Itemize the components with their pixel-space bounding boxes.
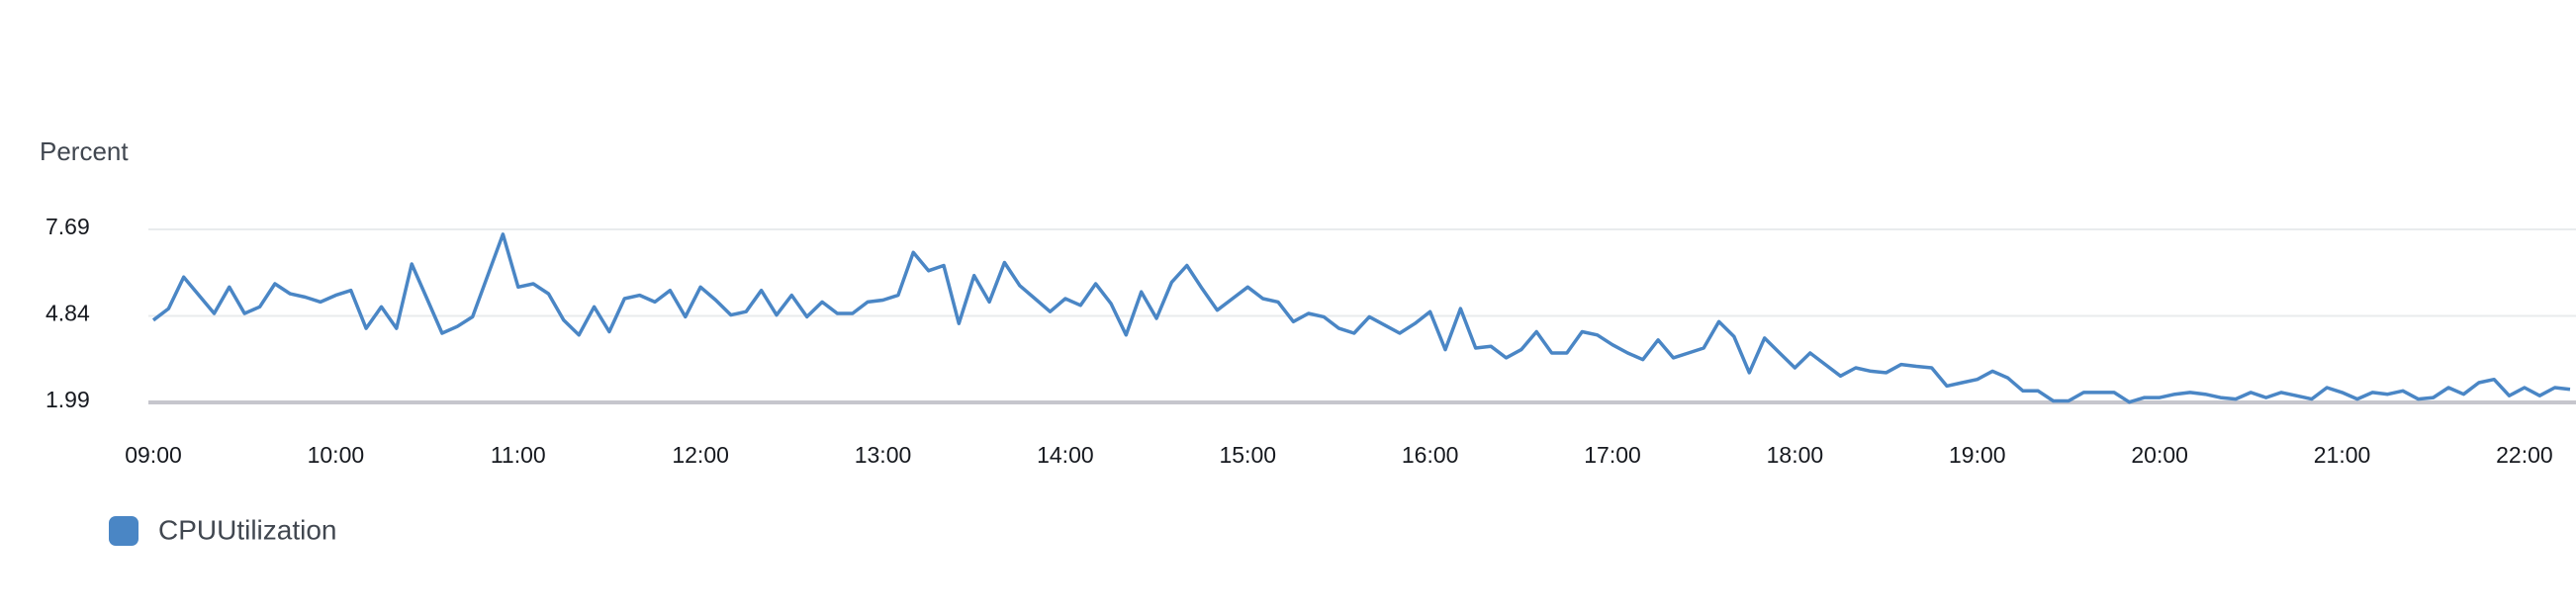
x-tick-label: 12:00 [672,442,729,468]
x-tick-label: 20:00 [2131,442,2188,468]
x-tick-label: 16:00 [1402,442,1459,468]
x-tick-label: 11:00 [491,442,546,468]
x-tick-label: 15:00 [1219,442,1276,468]
x-tick-label: 14:00 [1037,442,1094,468]
x-tick-label: 18:00 [1767,442,1824,468]
x-tick-label: 09:00 [125,442,182,468]
x-tick-label: 21:00 [2314,442,2371,468]
x-tick-label: 22:00 [2496,442,2553,468]
x-tick-label: 17:00 [1584,442,1641,468]
y-tick-label: 7.69 [46,214,90,239]
x-tick-label: 10:00 [308,442,365,468]
legend-swatch [109,516,138,546]
y-axis-label: Percent [40,136,129,166]
legend-label: CPUUtilization [158,514,337,545]
series-line [151,232,2571,404]
y-tick-label: 4.84 [46,301,90,326]
x-tick-label: 19:00 [1949,442,2006,468]
x-tick-label: 13:00 [855,442,912,468]
y-tick-label: 1.99 [46,387,90,412]
